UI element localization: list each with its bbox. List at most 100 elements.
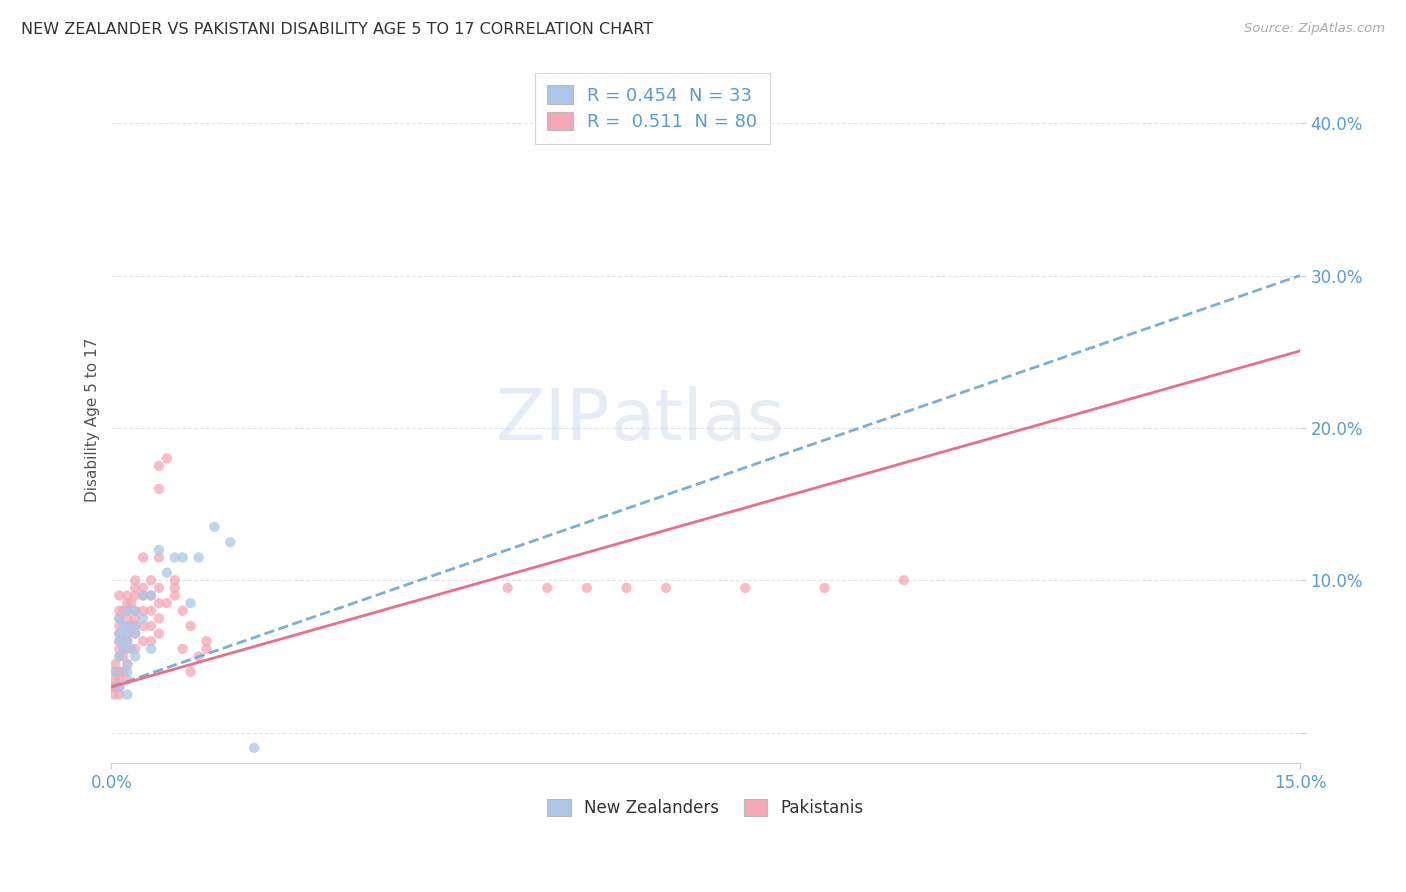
Point [187, 550, 209, 565]
Point [172, 550, 194, 565]
Point [172, 641, 194, 656]
Text: NEW ZEALANDER VS PAKISTANI DISABILITY AGE 5 TO 17 CORRELATION CHART: NEW ZEALANDER VS PAKISTANI DISABILITY AG… [21, 22, 654, 37]
Point [108, 589, 131, 603]
Point [148, 611, 170, 625]
Point [139, 604, 162, 618]
Point [117, 611, 139, 625]
Point [124, 649, 146, 664]
Point [132, 604, 155, 618]
Point [124, 604, 146, 618]
Point [112, 665, 135, 679]
Point [132, 589, 155, 603]
Point [148, 581, 170, 595]
Point [112, 619, 135, 633]
Point [219, 535, 242, 549]
Point [195, 634, 218, 648]
Point [163, 550, 186, 565]
Point [156, 566, 179, 580]
Point [108, 634, 131, 648]
Point [117, 657, 139, 671]
Point [117, 619, 139, 633]
Point [204, 520, 226, 534]
Point [132, 619, 155, 633]
Point [108, 688, 131, 702]
Point [180, 619, 202, 633]
Point [108, 611, 131, 625]
Point [104, 665, 127, 679]
Point [104, 657, 127, 671]
Point [108, 626, 131, 640]
Point [108, 604, 131, 618]
Point [103, 680, 125, 694]
Point [139, 634, 162, 648]
Point [124, 589, 146, 603]
Point [108, 649, 131, 664]
Text: ZIP: ZIP [496, 385, 610, 455]
Point [124, 626, 146, 640]
Point [655, 581, 678, 595]
Point [117, 634, 139, 648]
Point [132, 550, 155, 565]
Point [117, 634, 139, 648]
Point [893, 574, 915, 588]
Point [103, 688, 125, 702]
Point [117, 665, 139, 679]
Point [132, 634, 155, 648]
Text: atlas: atlas [610, 385, 785, 455]
Point [117, 596, 139, 610]
Point [616, 581, 638, 595]
Point [112, 634, 135, 648]
Point [148, 542, 170, 557]
Point [108, 641, 131, 656]
Point [132, 581, 155, 595]
Point [101, 680, 124, 694]
Point [163, 574, 186, 588]
Point [124, 611, 146, 625]
Point [124, 619, 146, 633]
Point [536, 581, 558, 595]
Point [187, 649, 209, 664]
Point [120, 619, 142, 633]
Point [575, 581, 598, 595]
Point [124, 626, 146, 640]
Point [108, 665, 131, 679]
Point [112, 641, 135, 656]
Point [813, 581, 835, 595]
Point [148, 550, 170, 565]
Point [132, 611, 155, 625]
Point [104, 673, 127, 687]
Point [172, 604, 194, 618]
Point [108, 680, 131, 694]
Point [108, 611, 131, 625]
Text: Source: ZipAtlas.com: Source: ZipAtlas.com [1244, 22, 1385, 36]
Point [124, 574, 146, 588]
Point [163, 589, 186, 603]
Point [243, 740, 266, 755]
Point [139, 589, 162, 603]
Point [139, 641, 162, 656]
Point [117, 604, 139, 618]
Point [112, 649, 135, 664]
Point [139, 589, 162, 603]
Legend: New Zealanders, Pakistanis: New Zealanders, Pakistanis [541, 792, 870, 823]
Point [117, 604, 139, 618]
Point [108, 649, 131, 664]
Point [180, 665, 202, 679]
Point [117, 589, 139, 603]
Point [124, 641, 146, 656]
Point [117, 626, 139, 640]
Point [734, 581, 756, 595]
Point [195, 641, 218, 656]
Point [156, 451, 179, 466]
Point [496, 581, 519, 595]
Point [156, 596, 179, 610]
Point [108, 673, 131, 687]
Point [120, 596, 142, 610]
Point [148, 596, 170, 610]
Point [139, 574, 162, 588]
Point [117, 626, 139, 640]
Point [132, 589, 155, 603]
Point [124, 604, 146, 618]
Y-axis label: Disability Age 5 to 17: Disability Age 5 to 17 [86, 338, 100, 502]
Point [108, 626, 131, 640]
